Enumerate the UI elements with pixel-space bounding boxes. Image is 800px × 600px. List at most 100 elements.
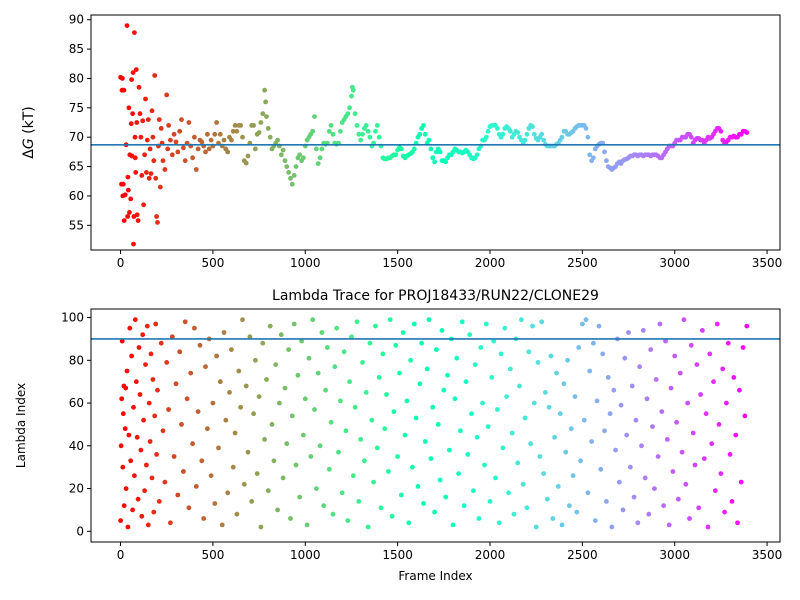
data-point xyxy=(326,128,332,134)
data-point xyxy=(363,390,369,395)
data-point xyxy=(611,387,617,393)
data-point xyxy=(240,134,245,140)
data-point xyxy=(519,317,524,323)
data-point xyxy=(238,123,244,128)
data-point xyxy=(570,473,576,479)
data-point xyxy=(144,323,150,329)
data-point xyxy=(136,84,142,90)
data-point xyxy=(567,503,572,509)
data-point xyxy=(125,187,131,193)
data-point xyxy=(591,340,596,346)
data-point xyxy=(146,175,152,181)
data-point xyxy=(557,411,563,417)
data-point xyxy=(690,430,696,436)
data-point xyxy=(454,355,460,361)
data-point xyxy=(326,466,332,472)
data-point xyxy=(393,152,399,158)
data-point xyxy=(132,134,138,140)
data-point xyxy=(374,123,380,128)
data-point xyxy=(587,368,593,374)
data-point xyxy=(121,218,127,224)
data-point xyxy=(142,488,148,494)
data-point xyxy=(230,464,236,470)
data-point xyxy=(197,342,203,348)
data-point xyxy=(162,167,168,172)
data-point xyxy=(168,520,173,526)
data-point xyxy=(502,325,508,331)
data-point xyxy=(583,125,589,131)
bottom-y-axis-label: Lambda Index xyxy=(14,383,28,468)
data-point xyxy=(217,379,223,385)
data-point xyxy=(221,330,227,335)
data-point xyxy=(179,117,184,122)
data-point xyxy=(701,456,707,461)
data-point xyxy=(524,131,530,137)
data-point xyxy=(408,357,413,363)
data-point xyxy=(397,370,402,376)
data-point xyxy=(293,164,299,170)
data-point xyxy=(402,432,408,438)
data-point xyxy=(626,330,631,335)
data-point xyxy=(184,396,190,402)
data-point xyxy=(314,146,319,152)
data-point xyxy=(232,430,238,436)
data-point xyxy=(284,164,290,170)
data-point xyxy=(426,137,432,143)
data-point xyxy=(338,398,343,404)
data-point xyxy=(350,87,356,93)
data-point xyxy=(151,158,157,164)
data-point xyxy=(124,23,130,28)
data-point xyxy=(413,415,419,421)
data-point xyxy=(131,404,136,410)
data-point xyxy=(286,347,291,352)
data-point xyxy=(154,214,160,219)
data-point xyxy=(672,353,678,359)
data-point xyxy=(539,131,545,137)
data-point xyxy=(128,121,134,127)
data-point xyxy=(247,334,253,340)
data-point xyxy=(367,340,373,346)
data-point xyxy=(193,484,199,489)
bottom-x-axis-label: Frame Index xyxy=(398,569,472,583)
data-point xyxy=(126,105,132,111)
data-point xyxy=(664,437,670,442)
data-point xyxy=(169,334,175,340)
data-point xyxy=(241,481,247,487)
data-point xyxy=(528,441,533,447)
data-point xyxy=(260,111,266,117)
data-point xyxy=(605,375,611,380)
data-point xyxy=(280,475,286,481)
data-point xyxy=(314,486,319,491)
data-point xyxy=(336,449,341,455)
data-point xyxy=(128,196,134,202)
data-point xyxy=(657,321,663,327)
data-point xyxy=(491,338,497,344)
data-point xyxy=(720,366,726,372)
data-point xyxy=(338,128,343,134)
data-point xyxy=(550,516,556,521)
data-point xyxy=(498,351,504,357)
data-point xyxy=(156,117,162,122)
data-point xyxy=(744,130,750,135)
data-point xyxy=(400,330,406,335)
data-point xyxy=(624,432,630,438)
data-point xyxy=(642,475,648,481)
data-point xyxy=(123,486,129,491)
y-tick-label: 60 xyxy=(69,396,84,410)
data-point xyxy=(507,128,513,134)
data-point xyxy=(347,379,352,385)
data-point xyxy=(421,501,426,506)
data-point xyxy=(291,173,297,178)
data-point xyxy=(367,134,373,140)
data-point xyxy=(205,131,210,137)
data-point xyxy=(186,120,192,125)
data-point xyxy=(288,516,293,521)
data-point xyxy=(201,516,207,521)
data-point xyxy=(712,488,718,494)
data-point xyxy=(459,319,465,325)
y-tick-label: 40 xyxy=(69,439,84,453)
data-point xyxy=(210,400,216,406)
data-point xyxy=(471,488,476,494)
data-point xyxy=(141,202,147,208)
data-point xyxy=(428,456,434,461)
